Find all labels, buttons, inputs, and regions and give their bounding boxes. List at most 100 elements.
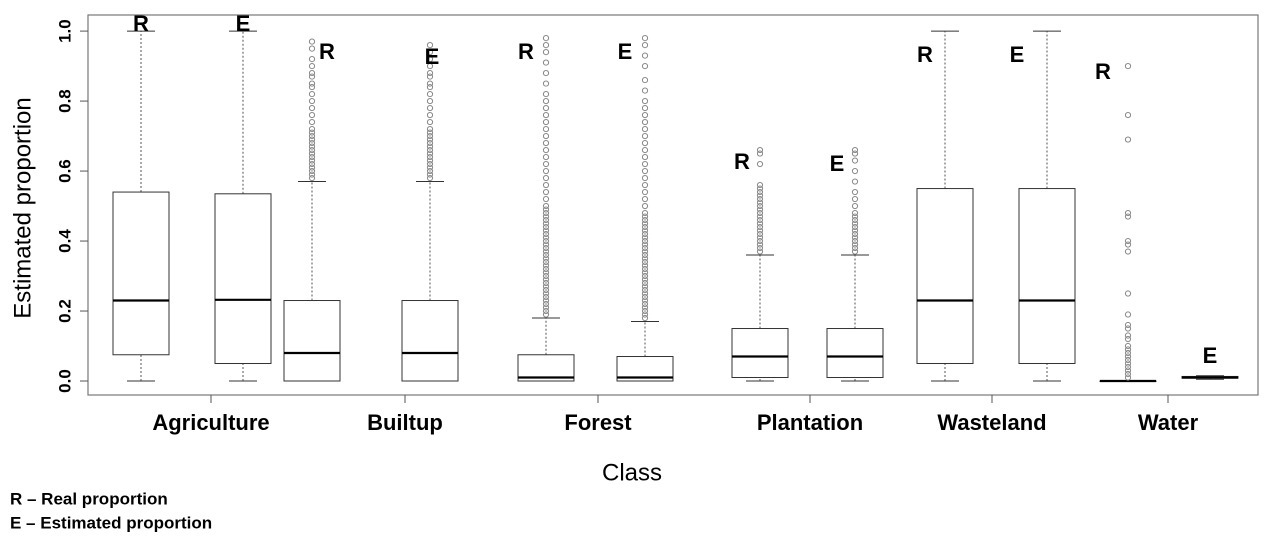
box-label: R [133,11,149,36]
outlier [542,34,550,42]
outlier [756,181,764,189]
outlier [851,157,859,164]
outlier [641,227,649,234]
outlier [641,62,649,70]
outlier [641,230,649,238]
outlier [756,188,764,196]
outlier [426,69,434,77]
box-label: E [830,151,845,176]
outlier [851,244,859,252]
outlier [641,251,649,259]
outlier [542,153,550,161]
outlier [426,143,434,150]
outlier [756,185,764,192]
outlier [308,146,316,154]
outlier [308,157,316,164]
legend-entry: E – Estimated proportion [10,513,212,532]
outlier [426,48,434,56]
outlier [641,283,649,290]
outlier [641,195,649,203]
outlier [641,286,649,294]
outlier [1124,321,1132,329]
outlier [542,146,550,154]
outlier [542,213,550,220]
outlier [851,195,859,203]
outlier [641,174,649,182]
x-tick-label: Plantation [757,410,863,435]
outlier [641,202,649,210]
outlier [308,171,316,178]
outlier [426,125,434,133]
outlier [426,136,434,143]
y-tick-label: 0.0 [55,369,74,393]
outlier [426,111,434,119]
box [283,300,341,382]
outlier [1124,367,1132,374]
outlier [542,258,550,266]
box-label: E [1203,343,1218,368]
outlier [308,80,316,87]
outlier [426,41,434,49]
outlier [641,34,649,42]
outlier [542,311,550,318]
outlier [542,188,550,196]
outlier [542,297,550,304]
outlier [641,244,649,252]
outlier [641,111,649,119]
x-tick-label: Agriculture [152,410,269,435]
box-label: R [319,39,335,64]
outlier [641,220,649,227]
outlier [641,160,649,168]
outlier [641,304,649,311]
outlier [641,139,649,147]
outlier [542,181,550,189]
outlier [542,160,550,168]
box-label: R [1095,59,1111,84]
outlier [542,195,550,203]
outlier [542,209,550,217]
outlier [756,146,764,154]
outlier [308,73,316,80]
outlier [1124,325,1132,332]
outlier [1124,136,1132,143]
outlier [851,213,859,220]
outlier [851,188,859,196]
outlier [641,223,649,231]
outlier [641,41,649,49]
outlier [641,248,649,255]
outlier [542,227,550,234]
outlier [1124,111,1132,119]
outlier [542,118,550,126]
outlier [641,276,649,283]
x-axis-label: Class [602,459,662,486]
outlier [641,76,649,84]
outlier [308,150,316,157]
outlier [542,59,550,66]
outlier [1124,209,1132,217]
outlier [308,136,316,143]
outlier [641,272,649,280]
outlier [426,55,434,63]
outlier [426,153,434,161]
outlier [756,160,764,168]
outlier [426,139,434,147]
outlier [641,132,649,140]
outlier [542,293,550,301]
outlier [851,230,859,238]
outlier [426,164,434,171]
outlier [308,125,316,133]
outlier [851,209,859,217]
x-tick-label: Forest [564,410,632,435]
outlier [426,73,434,80]
outlier [308,153,316,161]
outlier [308,83,316,91]
outlier [1124,363,1132,371]
outlier [1124,360,1132,367]
outlier [308,97,316,105]
box [1018,188,1076,365]
outlier [1124,311,1132,318]
outlier [756,230,764,238]
outlier [542,244,550,252]
outlier [542,167,550,175]
outlier [641,181,649,189]
